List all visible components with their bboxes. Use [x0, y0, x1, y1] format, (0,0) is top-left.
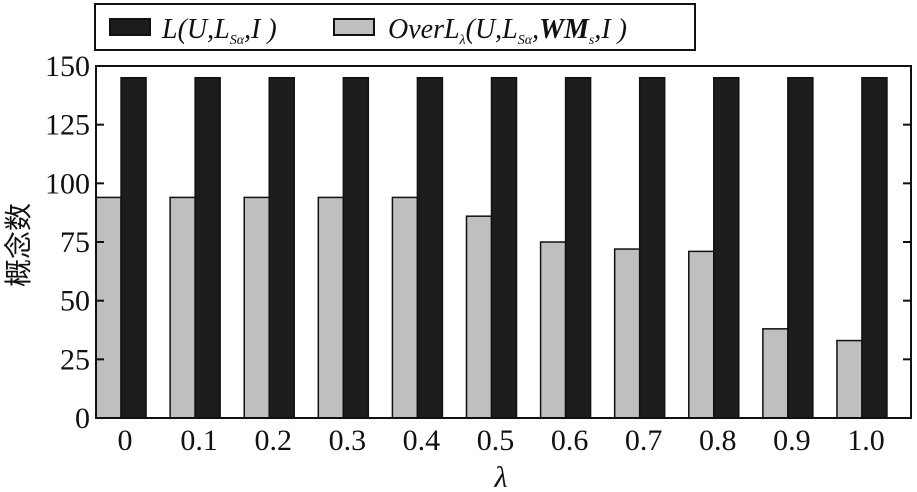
y-tick-label: 100 [45, 167, 90, 200]
legend-label-light: OverLλ(U,LSα,WMs,I ) [388, 14, 627, 48]
bar-total-0.6 [564, 76, 592, 419]
bar-total-0.3 [342, 76, 370, 419]
x-tick-label: 0 [118, 424, 133, 457]
y-tick-label: 0 [75, 402, 90, 435]
bar-overlap-0.2 [243, 196, 270, 419]
bar-total-0.4 [416, 76, 444, 419]
bar-total-0.7 [638, 76, 666, 419]
y-tick-label: 150 [45, 50, 90, 83]
y-tick-label: 75 [60, 226, 90, 259]
bar-overlap-0.4 [391, 196, 419, 419]
bar-total-0.2 [268, 76, 295, 419]
legend: L(U,LSα,I ) OverLλ(U,LSα,WMs,I ) [94, 3, 696, 51]
bar-total-0 [120, 76, 147, 419]
bar-total-0.9 [787, 76, 814, 419]
x-tick-label: 0.7 [625, 424, 663, 457]
legend-swatch-light [333, 18, 375, 36]
bar-overlap-0.6 [539, 241, 567, 419]
x-tick-label: 0.3 [329, 424, 367, 457]
bar-overlap-0 [95, 196, 122, 419]
plot-frame [95, 65, 912, 419]
x-tick-label: 0.6 [551, 424, 589, 457]
legend-box [94, 3, 696, 51]
y-tick-label: 25 [60, 343, 90, 376]
bar-overlap-0.3 [317, 196, 345, 419]
bar-overlap-0.9 [762, 328, 789, 419]
bar-overlap-0.7 [613, 248, 641, 419]
y-tick-label: 50 [60, 285, 90, 318]
x-tick-label: 0.9 [773, 424, 811, 457]
legend-swatch-dark [109, 18, 151, 36]
plot-area: 0 0.1 0.2 0.3 0.4 0.5 0.6 0.7 0.8 0.9 1.0 0 25 50 75 10… [45, 50, 912, 457]
x-tick-label: 0.4 [403, 424, 441, 457]
bar-total-0.1 [194, 76, 221, 419]
bar-overlap-0.8 [688, 250, 715, 419]
x-tick-label: 0.1 [180, 424, 218, 457]
bar-overlap-0.1 [169, 196, 196, 419]
x-tick-label: 0.8 [699, 424, 737, 457]
legend-label-dark: L(U,LSα,I ) [161, 14, 277, 48]
y-axis-title: 概念数 [2, 203, 35, 287]
bar-total-0.8 [713, 76, 740, 419]
y-tick-label: 125 [45, 109, 90, 142]
x-axis-title: λ [494, 461, 508, 492]
bar-total-1.0 [861, 76, 888, 419]
x-tick-label: 0.5 [477, 424, 515, 457]
bar-total-0.5 [490, 76, 518, 419]
x-tick-label: 0.2 [254, 424, 292, 457]
x-tick-label: 1.0 [847, 424, 885, 457]
bar-overlap-0.5 [465, 215, 493, 419]
bar-overlap-1.0 [836, 339, 863, 419]
